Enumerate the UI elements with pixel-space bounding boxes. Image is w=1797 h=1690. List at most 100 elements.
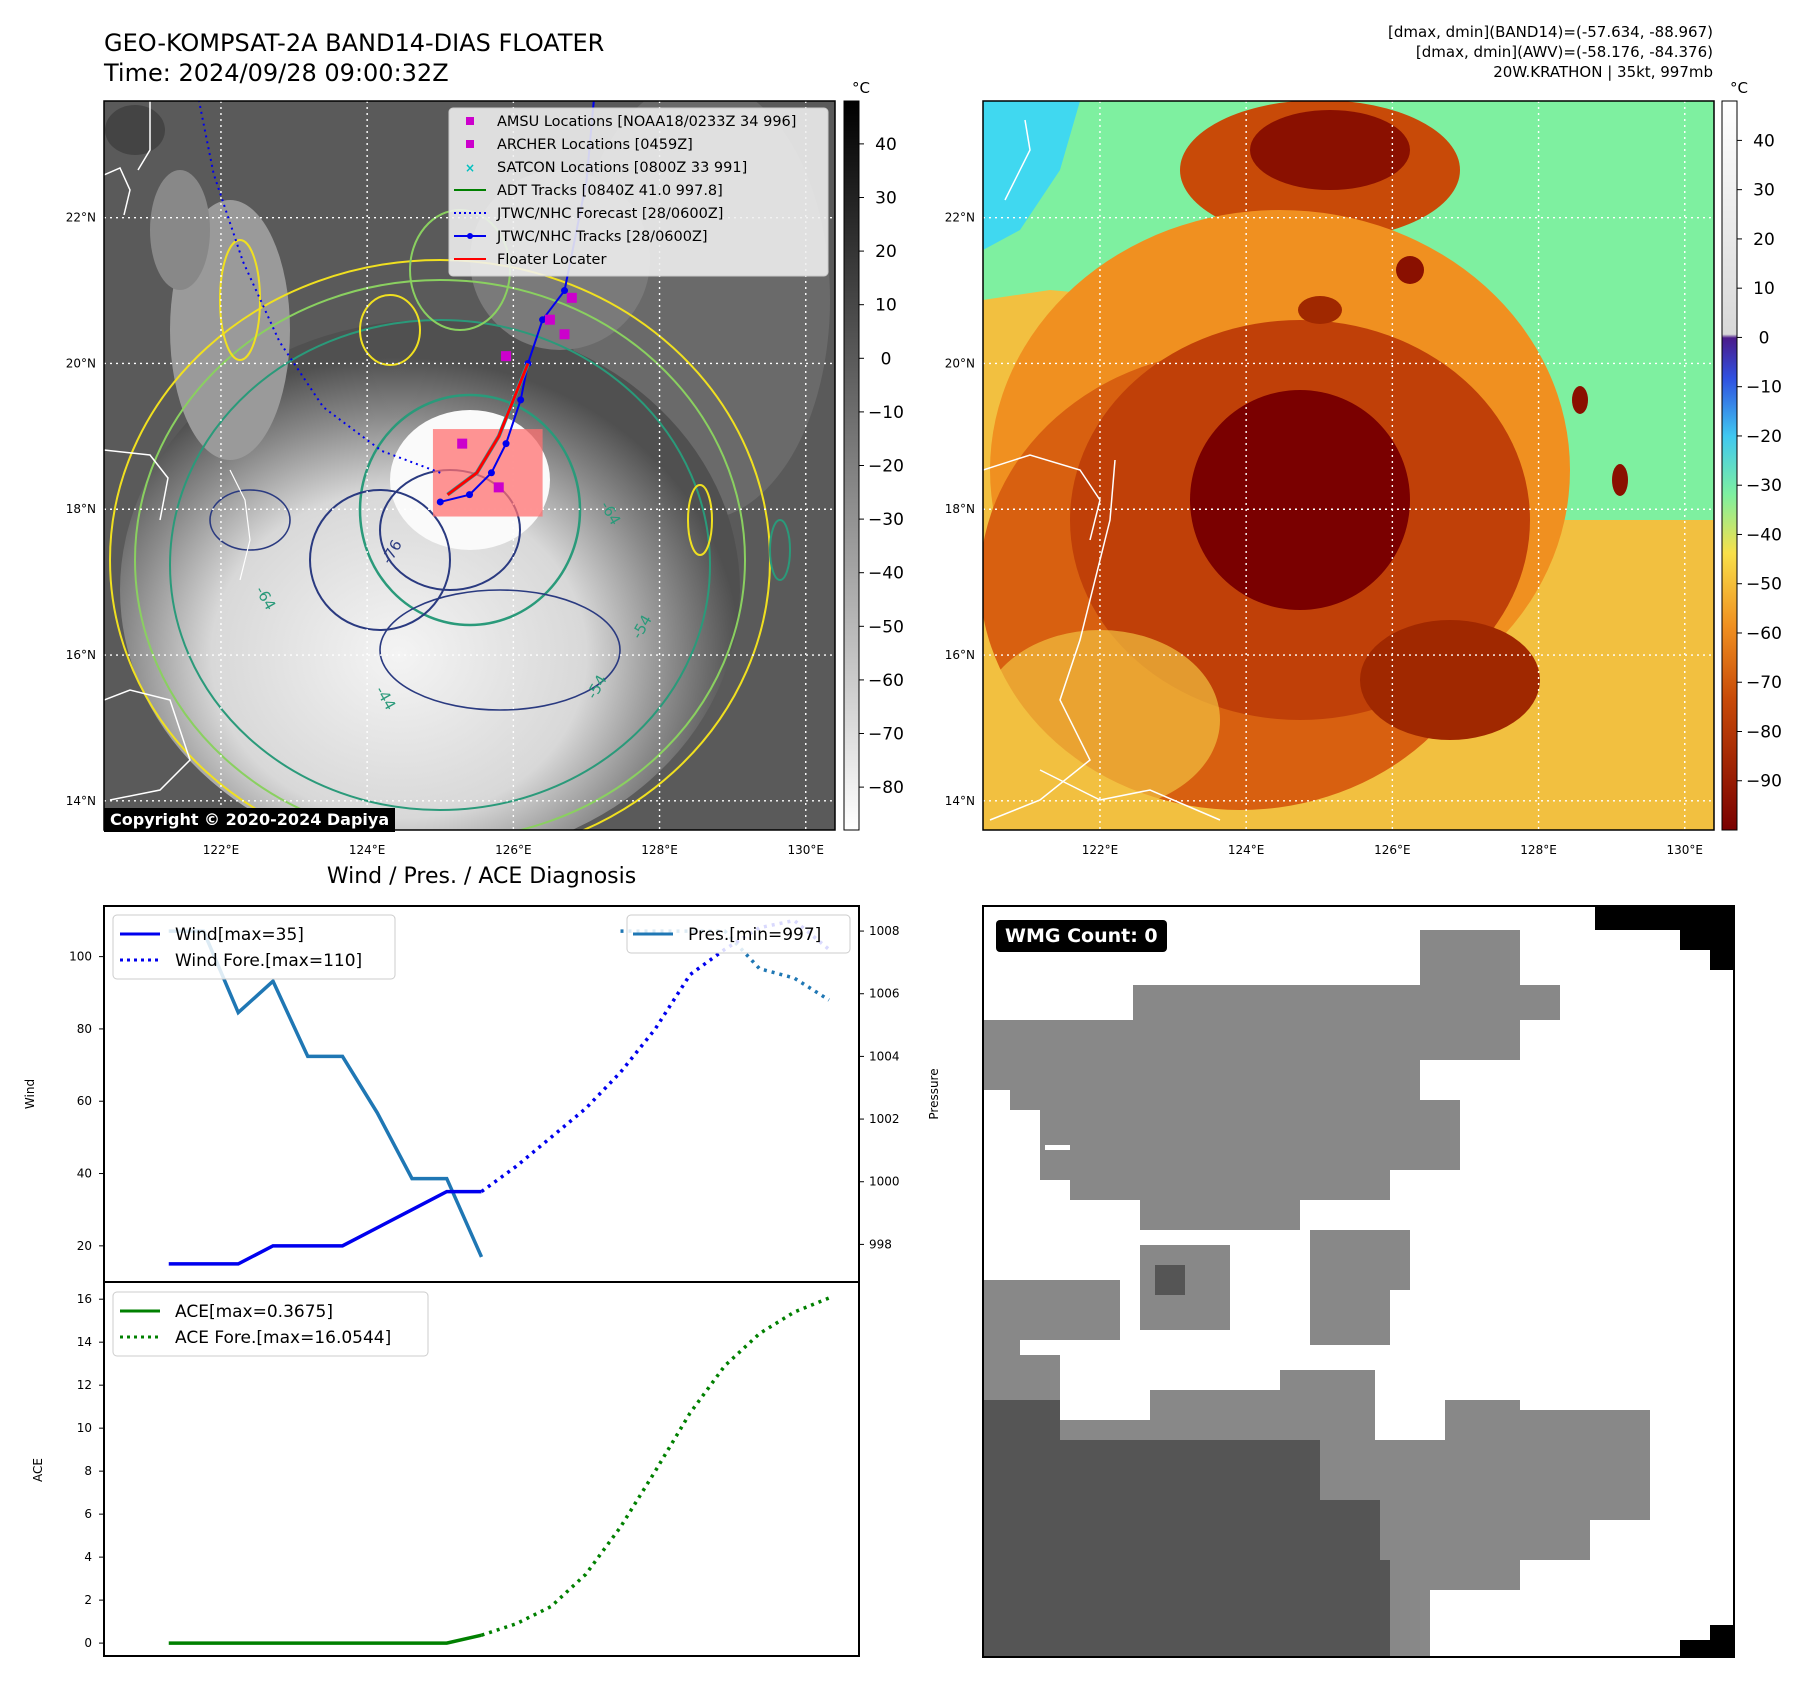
y-tick-label: 80 [77, 1022, 92, 1036]
jtwc-track-point [517, 396, 525, 404]
archer-location-marker [559, 329, 570, 340]
awv-lon-tick-label: 130°E [1667, 843, 1704, 857]
ir-lon-tick-label: 124°E [349, 843, 386, 857]
ir-legend-entry: JTWC/NHC Tracks [28/0600Z] [496, 229, 708, 245]
wind-legend-label: Wind[max=35] [175, 925, 304, 945]
awv-lat-tick-label: 20°N [945, 356, 975, 370]
awv-colorbar-tick-label: −10 [1746, 378, 1782, 398]
wmg-cell-block [983, 1020, 1090, 1180]
ir-colorbar-tick-label: 20 [875, 242, 897, 262]
ir-colorbar-tick-label: 30 [875, 188, 897, 208]
awv-colorbar-tick-label: −50 [1746, 575, 1782, 595]
wind-ylabel: Wind [23, 1079, 37, 1109]
ir-legend-entry: AMSU Locations [NOAA18/0233Z 34 996] [497, 114, 796, 130]
ir-colorbar-tick-label: 10 [875, 296, 897, 316]
ir-legend-entry: JTWC/NHC Forecast [28/0600Z] [496, 206, 723, 222]
wmg-cell-block [1310, 1230, 1410, 1345]
awv-colorbar-unit: °C [1730, 79, 1748, 97]
wind-forecast-series [480, 918, 831, 1194]
y2-tick-label: 1004 [869, 1049, 900, 1063]
wmg-count-badge: WMG Count: 0 [996, 920, 1167, 952]
ir-colorbar [843, 100, 860, 831]
ir-lon-tick-label: 126°E [495, 843, 532, 857]
wmg-cell-block [983, 1280, 1120, 1355]
ir-colorbar-tick-label: 0 [881, 349, 892, 369]
y-tick-label: 6 [84, 1507, 92, 1521]
stats-line-3: 20W.KRATHON | 35kt, 997mb [1493, 63, 1713, 81]
stats-line-1: [dmax, dmin](BAND14)=(-57.634, -88.967) [1388, 23, 1713, 41]
awv-colorbar-tick-label: −20 [1746, 427, 1782, 447]
ace-legend: ACE[max=0.3675] ACE Fore.[max=16.0544] [112, 1291, 429, 1357]
y2-tick-label: 1006 [869, 987, 900, 1001]
jtwc-track-point [466, 491, 473, 499]
y-tick-label: 40 [77, 1167, 92, 1181]
stats-line-2: [dmax, dmin](AWV)=(-58.176, -84.376) [1415, 43, 1713, 61]
awv-lat-tick-label: 16°N [945, 648, 975, 662]
archer-location-marker [566, 292, 577, 303]
ir-legend-entry: Floater Locater [497, 252, 606, 268]
awv-colorbar-tick-label: 0 [1759, 328, 1770, 348]
ir-lat-tick-label: 22°N [66, 211, 96, 225]
awv-lon-tick-label: 126°E [1374, 843, 1411, 857]
awv-colorbar [1721, 100, 1738, 831]
awv-colorbar-tick-label: −90 [1746, 772, 1782, 792]
ace-legend-label: ACE[max=0.3675] [175, 1302, 333, 1322]
y-tick-label: 14 [77, 1335, 92, 1349]
y2-tick-label: 1002 [869, 1112, 900, 1126]
awv-lon-tick-label: 122°E [1082, 843, 1119, 857]
awv-colorbar-tick-label: −70 [1746, 673, 1782, 693]
ir-legend-entry: SATCON Locations [0800Z 33 991] [497, 160, 747, 176]
y-tick-label: 20 [77, 1239, 92, 1253]
ir-colorbar-unit: °C [852, 79, 870, 97]
jtwc-track-point [502, 440, 510, 448]
y-tick-label: 12 [77, 1378, 92, 1392]
y2-tick-label: 998 [869, 1237, 892, 1251]
ace-series [168, 1633, 482, 1645]
diagnosis-title: Wind / Pres. / ACE Diagnosis [326, 864, 637, 889]
pressure-legend: Pres.[min=997] [626, 914, 851, 954]
copyright-badge: Copyright © 2020-2024 Dapiya [104, 808, 396, 832]
ir-legend-entry: ADT Tracks [0840Z 41.0 997.8] [497, 183, 723, 199]
y-tick-label: 60 [77, 1094, 92, 1108]
track-dot-icon [467, 233, 473, 239]
ir-colorbar-tick-label: −80 [868, 778, 904, 798]
ir-map-panel: 122°E 124°E 126°E 128°E 130°E 22°N 20°N 18°N 16°… [66, 79, 904, 857]
y2-tick-label: 1000 [869, 1175, 900, 1189]
archer-marker-icon [466, 140, 474, 148]
figure-title: GEO-KOMPSAT-2A BAND14-DIAS FLOATER Time:… [104, 28, 604, 88]
awv-colorbar-tick-label: 30 [1753, 181, 1775, 201]
wmg-panel [982, 905, 1735, 1658]
ace-ylabel: ACE [31, 1458, 45, 1482]
floater-locater-line [446, 362, 530, 496]
ace-forecast-series [480, 1296, 830, 1637]
awv-colorbar-tick-label: 20 [1753, 230, 1775, 250]
y-tick-label: 16 [77, 1292, 92, 1306]
jtwc-track-point [561, 287, 569, 295]
awv-colorbar-tick-label: −80 [1746, 722, 1782, 742]
y-tick-label: 100 [69, 950, 92, 964]
ir-colorbar-tick-label: 40 [875, 135, 897, 155]
wmg-cell-block [1595, 906, 1734, 970]
ir-lat-tick-label: 16°N [66, 648, 96, 662]
awv-lon-tick-label: 124°E [1228, 843, 1265, 857]
y-tick-label: 10 [77, 1421, 92, 1435]
awv-colorbar-tick-label: 10 [1753, 279, 1775, 299]
ir-lon-tick-label: 122°E [203, 843, 240, 857]
pressure-ylabel: Pressure [927, 1068, 941, 1119]
y-tick-label: 0 [84, 1636, 92, 1650]
jtwc-track-point [436, 498, 444, 506]
ir-lat-tick-label: 14°N [66, 794, 96, 808]
awv-colorbar-tick-label: −60 [1746, 624, 1782, 644]
wmg-cell-block [1155, 1265, 1185, 1295]
wind-pressure-panel: 20 40 60 80 100 998 1000 1002 1004 1006 1008 Wind … [23, 905, 941, 1283]
awv-lat-tick-label: 22°N [945, 211, 975, 225]
awv-colorbar-tick-label: −30 [1746, 476, 1782, 496]
y2-tick-label: 1008 [869, 924, 900, 938]
jtwc-track-point [487, 469, 495, 477]
awv-map-panel: 122°E 124°E 126°E 128°E 130°E 22°N 20°N 18°N 16°… [945, 79, 1782, 857]
wind-legend: Wind[max=35] Wind Fore.[max=110] [112, 914, 396, 980]
title-line-2: Time: 2024/09/28 09:00:32Z [104, 59, 449, 87]
title-line-1: GEO-KOMPSAT-2A BAND14-DIAS FLOATER [104, 29, 605, 57]
floater-box [432, 429, 543, 517]
